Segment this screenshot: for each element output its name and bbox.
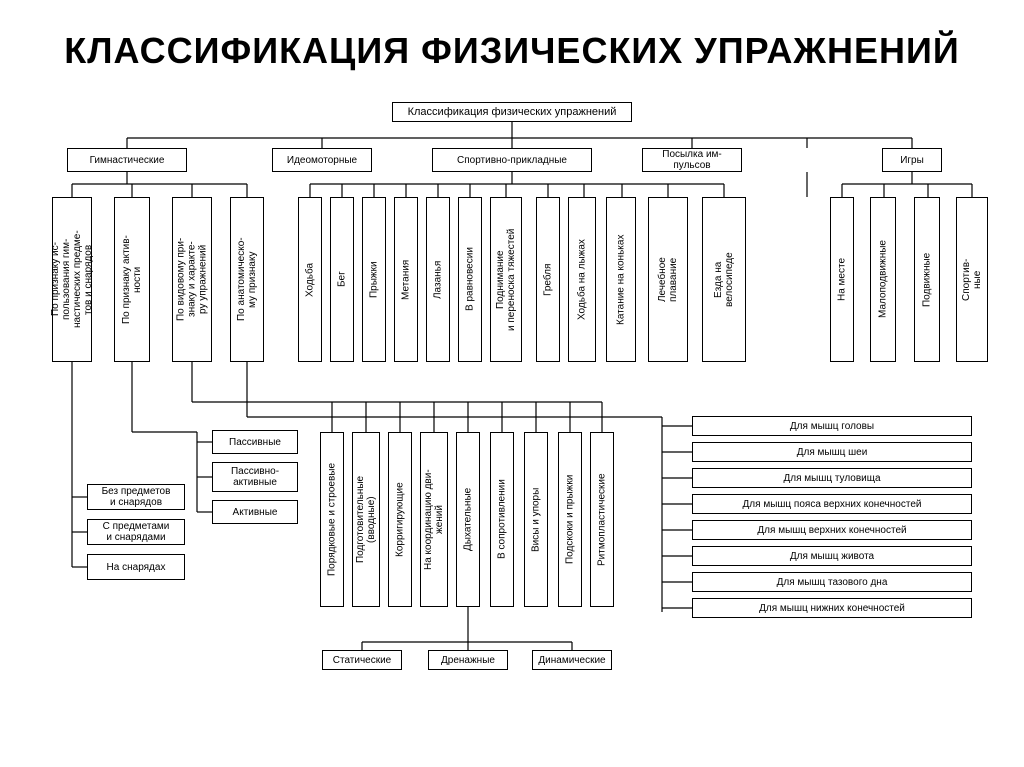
criterion-character: По видовому при- знаку и характе- ру упр… — [172, 197, 212, 362]
sport-skating: Катание на коньках — [606, 197, 636, 362]
char-breathing: Дыхательные — [456, 432, 480, 607]
activity-active: Активные — [212, 500, 298, 524]
game-sport: Спортив- ные — [956, 197, 988, 362]
sport-throwing: Метания — [394, 197, 418, 362]
level1-impulse: Посылка им- пульсов — [642, 148, 742, 172]
sport-climbing: Лазанья — [426, 197, 450, 362]
game-lowmobile: Малоподвижные — [870, 197, 896, 362]
equip-apparatus: На снарядах — [87, 554, 185, 580]
game-onspot: На месте — [830, 197, 854, 362]
sport-skiing: Ходьба на лыжах — [568, 197, 596, 362]
page-title: КЛАССИФИКАЦИЯ ФИЗИЧЕСКИХ УПРАЖНЕНИЙ — [30, 30, 994, 72]
equip-with: С предметами и снарядами — [87, 519, 185, 545]
sport-running: Бег — [330, 197, 354, 362]
level1-sport-applied: Спортивно-прикладные — [432, 148, 592, 172]
game-mobile: Подвижные — [914, 197, 940, 362]
char-coord: На координацию дви- жений — [420, 432, 448, 607]
criterion-anatomy: По анатомическо- му признаку — [230, 197, 264, 362]
anat-neck: Для мышц шеи — [692, 442, 972, 462]
criterion-equipment: По признаку ис- пользования гим- настиче… — [52, 197, 92, 362]
equip-none: Без предметов и снарядов — [87, 484, 185, 510]
root-box: Классификация физических упражнений — [392, 102, 632, 122]
char-rhythm: Ритмопластические — [590, 432, 614, 607]
char-hangs: Висы и упоры — [524, 432, 548, 607]
breathing-dynamic: Динамические — [532, 650, 612, 670]
anat-trunk: Для мышц туловища — [692, 468, 972, 488]
sport-jumping: Прыжки — [362, 197, 386, 362]
anat-lower: Для мышц нижних конечностей — [692, 598, 972, 618]
sport-rowing: Гребля — [536, 197, 560, 362]
char-resistance: В сопротивлении — [490, 432, 514, 607]
anat-shoulder: Для мышц пояса верхних конечностей — [692, 494, 972, 514]
criterion-activity: По признаку актив- ности — [114, 197, 150, 362]
activity-passive-active: Пассивно- активные — [212, 462, 298, 492]
breathing-drainage: Дренажные — [428, 650, 508, 670]
breathing-static: Статические — [322, 650, 402, 670]
anat-pelvic: Для мышц тазового дна — [692, 572, 972, 592]
sport-swimming: Лечебное плавание — [648, 197, 688, 362]
sport-balance: В равновесии — [458, 197, 482, 362]
anat-upper: Для мышц верхних конечностей — [692, 520, 972, 540]
sport-walking: Ходьба — [298, 197, 322, 362]
char-hops: Подскоки и прыжки — [558, 432, 582, 607]
level1-gymnastic: Гимнастические — [67, 148, 187, 172]
char-drill: Порядковые и строевые — [320, 432, 344, 607]
anat-head: Для мышц головы — [692, 416, 972, 436]
level1-games: Игры — [882, 148, 942, 172]
char-corrective: Корригирующие — [388, 432, 412, 607]
activity-passive: Пассивные — [212, 430, 298, 454]
classification-diagram: Классификация физических упражнений Гимн… — [32, 102, 992, 682]
level1-ideomotor: Идеомоторные — [272, 148, 372, 172]
char-prep: Подготовительные (вводные) — [352, 432, 380, 607]
sport-cycling: Езда на велосипеде — [702, 197, 746, 362]
sport-lifting: Поднимание и переноска тяжестей — [490, 197, 522, 362]
anat-abdomen: Для мышц живота — [692, 546, 972, 566]
